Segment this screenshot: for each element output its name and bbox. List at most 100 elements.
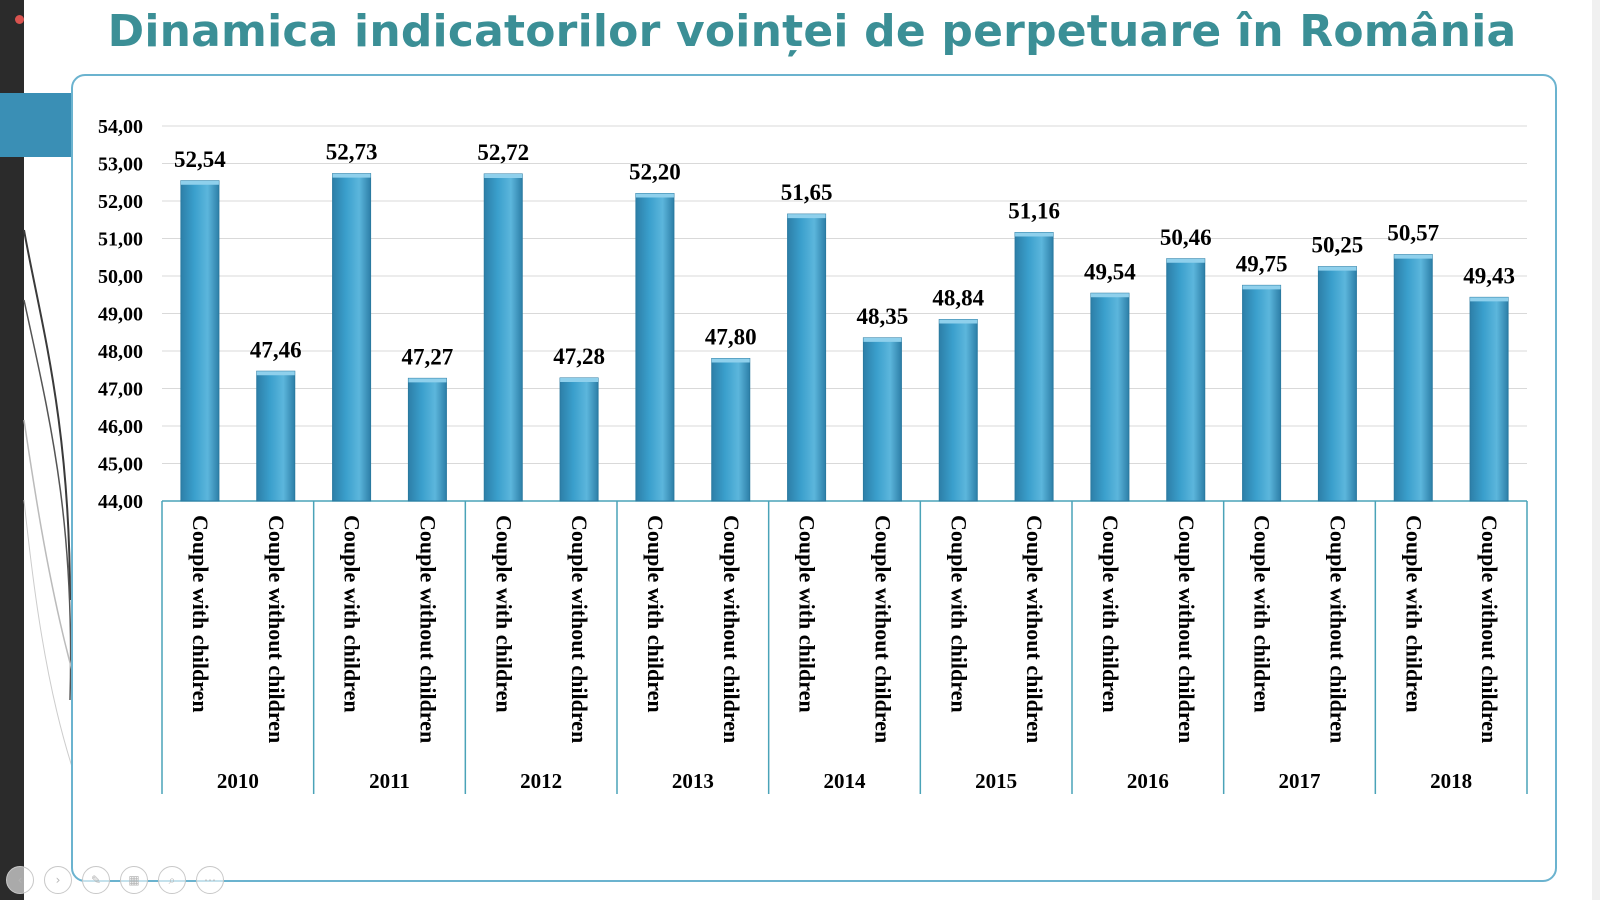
previous-icon: ‹ <box>17 873 23 887</box>
bar <box>787 213 827 502</box>
data-label: 47,27 <box>402 344 454 369</box>
category-label: Couple without children <box>567 515 592 743</box>
category-label: Couple without children <box>1174 515 1199 743</box>
bar-top-highlight <box>256 371 295 376</box>
bar <box>635 193 675 502</box>
data-label: 47,80 <box>705 325 757 350</box>
y-tick-label: 47,00 <box>98 379 143 401</box>
pen-button[interactable]: ✎ <box>82 866 110 894</box>
bar-top-highlight <box>1090 293 1129 298</box>
bar-top-highlight <box>1470 297 1509 302</box>
group-label: 2012 <box>520 769 562 793</box>
bar-top-highlight <box>560 378 599 382</box>
zoom-button[interactable]: ⌕ <box>158 866 186 894</box>
y-tick-label: 54,00 <box>98 116 143 138</box>
bar-top-highlight <box>180 180 219 185</box>
slide-title: Dinamica indicatorilor voinței de perpet… <box>107 6 1517 57</box>
next-icon: › <box>55 873 61 887</box>
bar <box>938 319 978 502</box>
category-label: Couple without children <box>415 515 440 743</box>
group-label: 2014 <box>824 769 867 793</box>
group-label: 2016 <box>1127 769 1169 793</box>
bar <box>1242 284 1282 502</box>
y-tick-label: 51,00 <box>98 229 143 251</box>
data-label: 52,72 <box>477 140 529 165</box>
y-tick-label: 50,00 <box>98 266 143 288</box>
y-tick-label: 44,00 <box>98 491 143 513</box>
data-label: 49,75 <box>1236 251 1288 276</box>
bar <box>862 337 902 502</box>
slide-accent-block <box>0 93 72 157</box>
y-tick-label: 52,00 <box>98 191 143 213</box>
y-tick-label: 45,00 <box>98 454 143 476</box>
bar-top-highlight <box>408 378 447 383</box>
data-label: 48,84 <box>932 286 984 311</box>
category-label: Couple with children <box>188 515 213 713</box>
more-button[interactable]: ⋯ <box>196 866 224 894</box>
category-label: Couple without children <box>264 515 289 743</box>
bar <box>1469 296 1509 502</box>
data-label: 47,28 <box>553 344 605 369</box>
category-label: Couple with children <box>1250 515 1275 713</box>
y-tick-label: 49,00 <box>98 304 143 326</box>
bar <box>407 377 447 502</box>
bar-top-highlight <box>1166 258 1205 263</box>
group-label: 2018 <box>1430 769 1472 793</box>
data-label: 52,73 <box>326 140 378 165</box>
group-label: 2010 <box>217 769 259 793</box>
group-label: 2017 <box>1279 769 1321 793</box>
data-label: 50,25 <box>1312 233 1364 258</box>
bar <box>256 370 296 502</box>
category-label: Couple with children <box>491 515 516 713</box>
previous-button[interactable]: ‹ <box>6 866 34 894</box>
bar-top-highlight <box>484 174 523 178</box>
next-button[interactable]: › <box>44 866 72 894</box>
data-label: 50,57 <box>1387 221 1439 246</box>
data-label: 52,20 <box>629 160 681 185</box>
group-label: 2011 <box>369 769 410 793</box>
category-label: Couple without children <box>719 515 744 743</box>
bar <box>180 180 220 502</box>
y-tick-label: 53,00 <box>98 154 143 176</box>
bar <box>711 358 751 502</box>
bar-top-highlight <box>711 358 750 363</box>
bar <box>559 377 599 502</box>
bar-top-highlight <box>1318 266 1357 271</box>
data-label: 51,16 <box>1008 199 1060 224</box>
zoom-icon: ⌕ <box>168 873 176 887</box>
category-label: Couple with children <box>643 515 668 713</box>
group-label: 2015 <box>975 769 1017 793</box>
category-label: Couple with children <box>340 515 365 713</box>
category-label: Couple without children <box>1477 515 1502 743</box>
bar-top-highlight <box>787 214 826 219</box>
data-label: 51,65 <box>781 180 833 205</box>
bar <box>1166 258 1206 502</box>
bar <box>1317 266 1357 502</box>
group-label: 2013 <box>672 769 714 793</box>
chart-frame: 44,00 45,00 46,00 47,00 48,00 49,00 50,00 51,00… <box>71 74 1557 882</box>
bar <box>1014 232 1054 502</box>
bar-chart: 44,00 45,00 46,00 47,00 48,00 49,00 50,00 51,00… <box>98 116 1528 794</box>
category-label: Couple with children <box>946 515 971 713</box>
bar-top-highlight <box>1242 285 1281 290</box>
bar <box>483 173 523 502</box>
data-label: 49,54 <box>1084 259 1136 284</box>
record-indicator-icon <box>15 15 24 24</box>
bar-top-highlight <box>1015 232 1054 237</box>
slides-button[interactable]: ▦ <box>120 866 148 894</box>
slides-icon: ▦ <box>128 873 140 887</box>
bar-top-highlight <box>635 193 674 198</box>
bar-top-highlight <box>332 173 371 178</box>
data-label: 49,43 <box>1463 263 1515 288</box>
data-label: 52,54 <box>174 147 226 172</box>
decorative-curves <box>23 229 80 793</box>
y-tick-label: 46,00 <box>98 416 143 438</box>
category-label: Couple with children <box>1401 515 1426 713</box>
category-label: Couple without children <box>1022 515 1047 743</box>
bar-top-highlight <box>863 337 902 342</box>
bar <box>332 173 372 502</box>
bar-top-highlight <box>1394 254 1433 259</box>
category-label: Couple without children <box>1325 515 1350 743</box>
bar <box>1090 292 1130 502</box>
category-label: Couple without children <box>870 515 895 743</box>
